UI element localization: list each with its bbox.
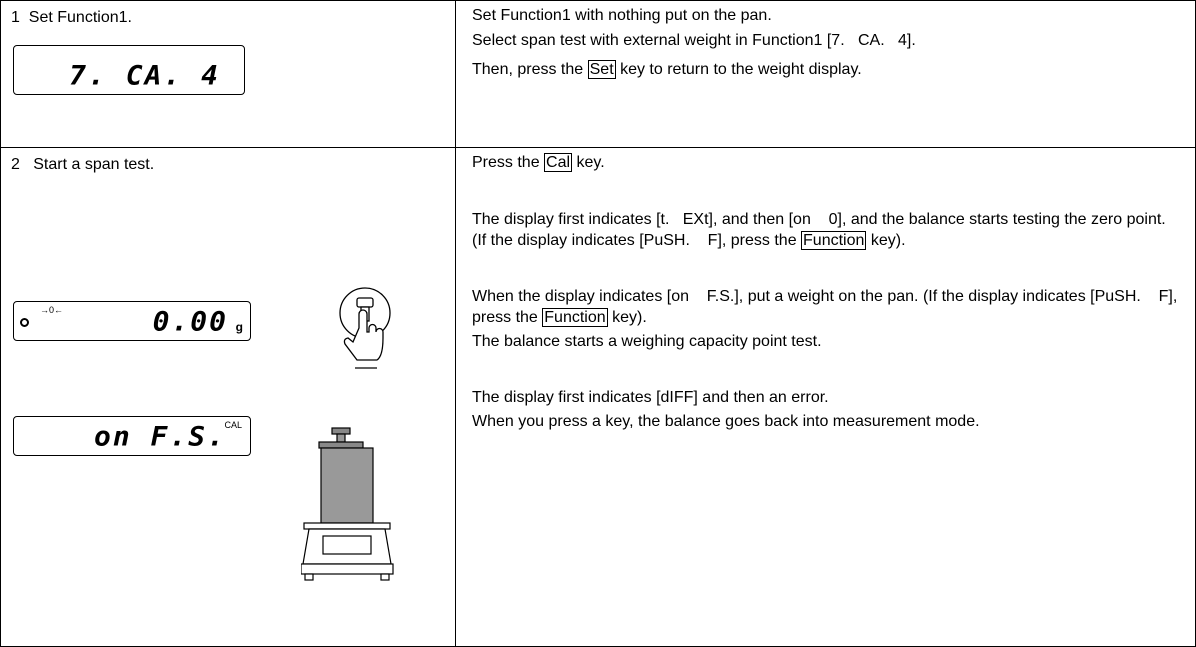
paragraph: Then, press the Set key to return to the… (472, 59, 1181, 81)
lcd-readout: 0.00 (152, 305, 228, 338)
text-run: The balance starts a weighing capacity p… (472, 332, 822, 350)
paragraph: Press the Cal key. (472, 152, 1181, 174)
text-run: key). (866, 232, 906, 249)
text-run: The display first indicates [t. EXt], an… (472, 210, 1171, 250)
description-cell: Press the Cal key. The display first indi… (455, 147, 1196, 647)
key-name: Function (542, 308, 608, 327)
stable-dot (20, 318, 29, 327)
lcd-indicator: CAL (224, 420, 242, 430)
hand-press-icon (339, 287, 391, 369)
lcd-display: on F.S. CAL (13, 416, 251, 456)
key-name: Cal (544, 153, 573, 172)
instructions: Press the Cal key. The display first indi… (472, 152, 1181, 432)
illustrations (301, 287, 394, 581)
text-run: key to return to the weight display. (615, 61, 862, 78)
paragraph: The balance starts a weighing capacity p… (472, 331, 1181, 353)
text-run: key. (572, 154, 605, 171)
key-name: Function (801, 231, 867, 250)
text-run: Then, press the (472, 61, 588, 78)
lcd-indicator: →0← (40, 305, 64, 315)
text-run: The display first indicates [dIFF] and t… (472, 389, 829, 406)
balance-with-weight-icon (301, 427, 394, 581)
lcd-unit: g (235, 320, 243, 334)
lcd-readout: on F.S. (93, 420, 226, 453)
lcd-display: 7. CA. 4 (13, 45, 245, 95)
paragraph: When you press a key, the balance goes b… (472, 411, 1181, 433)
step-title: 1 Set Function1. (11, 9, 132, 26)
paragraph: Select span test with external weight in… (472, 30, 1181, 52)
text-run: Set Function1 with nothing put on the pa… (472, 7, 772, 24)
paragraph: The display first indicates [dIFF] and t… (472, 387, 1181, 409)
text-run: When the display indicates [on F.S.], pu… (472, 287, 1182, 327)
paragraph: When the display indicates [on F.S.], pu… (472, 286, 1181, 329)
step-cell: 2 Start a span test. 0.00 g →0← on F.S. CAL (0, 147, 456, 647)
instructions: Set Function1 with nothing put on the pa… (472, 5, 1181, 81)
lcd-readout: 7. CA. 4 (69, 59, 220, 92)
text-run: When you press a key, the balance goes b… (472, 412, 980, 430)
paragraph: The display first indicates [t. EXt], an… (472, 209, 1181, 252)
description-cell: Set Function1 with nothing put on the pa… (455, 0, 1196, 148)
step-cell: 1 Set Function1. 7. CA. 4 (0, 0, 456, 148)
key-name: Set (587, 60, 616, 79)
text-run: Select span test with external weight in… (472, 31, 916, 49)
paragraph: Set Function1 with nothing put on the pa… (472, 5, 1181, 27)
step-title: 2 Start a span test. (11, 156, 155, 173)
text-run: Press the (472, 154, 545, 171)
text-run: key). (607, 309, 647, 326)
lcd-display: 0.00 g →0← (13, 301, 251, 341)
